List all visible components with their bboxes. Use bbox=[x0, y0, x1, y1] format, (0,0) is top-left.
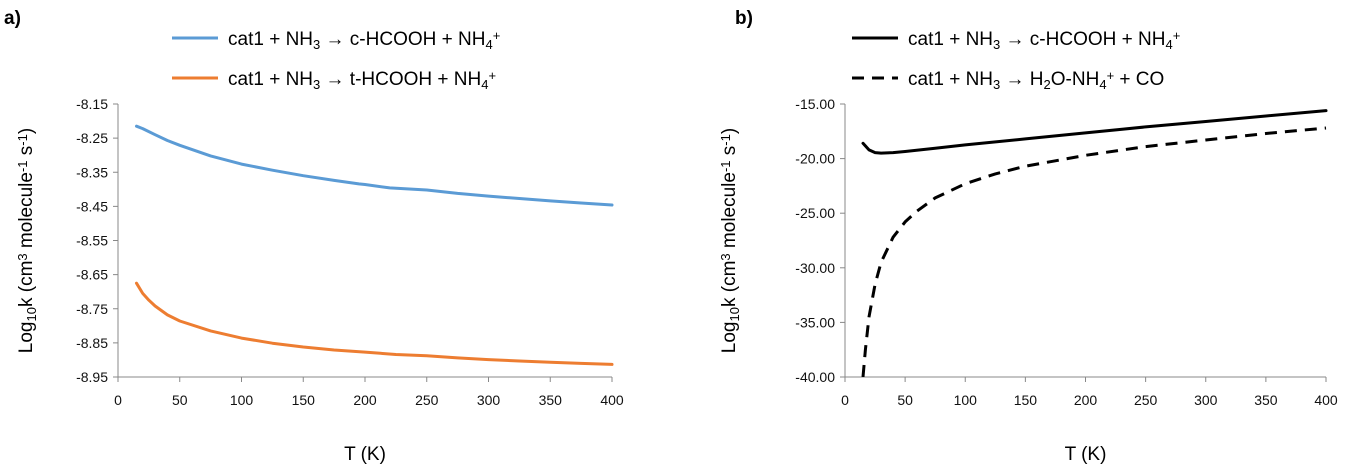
chart-a-ytick-label: -8.55 bbox=[76, 233, 108, 249]
chart-b-legend-0-part-2: → c-HCOOH + NH bbox=[1000, 29, 1165, 50]
chart-b-legend-1-part-8: + CO bbox=[1114, 69, 1164, 90]
chart-b-legend-1-part-2: → H bbox=[1000, 69, 1043, 90]
chart-b-y-axis-title: Log10k (cm3 molecule-1 s-1) bbox=[718, 128, 742, 353]
chart-b-legend-0-part-1: 3 bbox=[993, 37, 1000, 52]
chart-b-legend-1-part-0: cat1 + NH bbox=[908, 69, 993, 90]
chart-b-xtick-label: 100 bbox=[954, 392, 978, 408]
chart-b-ytick-label: -25.00 bbox=[795, 205, 835, 221]
chart-b-xtick-label: 150 bbox=[1014, 392, 1038, 408]
chart-b-legend-1-part-7: + bbox=[1107, 68, 1115, 83]
chart-b-legend-0-part-4: + bbox=[1173, 28, 1181, 43]
chart-b-xtick-label: 200 bbox=[1074, 392, 1098, 408]
chart-a-series-0-line bbox=[135, 124, 614, 207]
chart-b-ylabel-part-6: s bbox=[719, 146, 740, 161]
chart-a-y-axis-title: Log10k (cm3 molecule-1 s-1) bbox=[15, 128, 39, 353]
chart-a-panel-label: a) bbox=[4, 8, 21, 29]
chart-a-xtick-label: 50 bbox=[172, 392, 188, 408]
chart-a-xtick-label: 150 bbox=[292, 392, 316, 408]
chart-a-ytick-label: -8.25 bbox=[76, 130, 108, 146]
chart-a-xtick-label: 250 bbox=[415, 392, 439, 408]
chart-a-series-1-line bbox=[135, 281, 614, 366]
chart-a-xtick-label: 300 bbox=[477, 392, 501, 408]
chart-b-legend-0-part-0: cat1 + NH bbox=[908, 29, 993, 50]
chart-b-ylabel-part-8: ) bbox=[719, 128, 740, 134]
chart-b-ytick-label: -40.00 bbox=[795, 369, 835, 385]
chart-b-legend-1-part-1: 3 bbox=[993, 77, 1000, 92]
chart-a-legend-0-label: cat1 + NH3 → c-HCOOH + NH4+ bbox=[228, 28, 500, 52]
chart-b-ylabel-part-7: -1 bbox=[718, 134, 733, 146]
chart-b-legend-0-label: cat1 + NH3 → c-HCOOH + NH4+ bbox=[908, 28, 1180, 52]
chart-b-xtick-label: 350 bbox=[1254, 392, 1278, 408]
chart-a-legend-1-part-2: → t-HCOOH + NH bbox=[320, 69, 481, 90]
chart-b-legend-0-part-3: 4 bbox=[1165, 37, 1172, 52]
chart-a-ytick-label: -8.65 bbox=[76, 267, 108, 283]
chart-a-ylabel-part-8: ) bbox=[16, 128, 37, 134]
chart-a-xtick-label: 100 bbox=[230, 392, 254, 408]
chart-a-xtick-label: 400 bbox=[600, 392, 624, 408]
chart-b-xtick-label: 400 bbox=[1314, 392, 1338, 408]
chart-a-legend-1-part-3: 4 bbox=[481, 77, 488, 92]
chart-b: b) -15.00 -20.00 -25.00 -30.00 -35.00 -40.00 0 5… bbox=[718, 8, 1338, 465]
chart-b-ylabel-part-0: Log bbox=[719, 322, 740, 354]
chart-a-ytick-label: -8.35 bbox=[76, 164, 108, 180]
chart-b-xtick-label: 300 bbox=[1194, 392, 1218, 408]
chart-a-ylabel-part-5: -1 bbox=[15, 160, 30, 172]
chart-b-series-1-line bbox=[861, 126, 1327, 377]
chart-a-xtick-label: 350 bbox=[539, 392, 563, 408]
chart-a-legend-0-part-3: 4 bbox=[485, 37, 492, 52]
chart-a-ylabel-part-6: s bbox=[16, 146, 37, 161]
chart-b-ytick-label: -15.00 bbox=[795, 96, 835, 112]
chart-b-ylabel-part-1: 10 bbox=[727, 307, 742, 321]
chart-a-ytick-label: -8.85 bbox=[76, 335, 108, 351]
chart-a-legend-0-part-1: 3 bbox=[313, 37, 320, 52]
chart-b-legend-1-label: cat1 + NH3 → H2O-NH4+ + CO bbox=[908, 68, 1164, 92]
chart-b-ytick-label: -20.00 bbox=[795, 151, 835, 167]
chart-a-ytick-label: -8.45 bbox=[76, 198, 108, 214]
chart-b-legend-1-part-6: 4 bbox=[1099, 77, 1106, 92]
chart-a-ytick-label: -8.75 bbox=[76, 301, 108, 317]
chart-a-ylabel-part-1: 10 bbox=[24, 307, 39, 321]
chart-a-ylabel-part-3: 3 bbox=[15, 253, 30, 260]
chart-b-xtick-label: 250 bbox=[1134, 392, 1158, 408]
chart-a-legend-1-part-0: cat1 + NH bbox=[228, 69, 313, 90]
chart-b-series-0-line bbox=[861, 109, 1328, 155]
chart-a-xtick-label: 200 bbox=[353, 392, 377, 408]
chart-a-legend-0-part-4: + bbox=[493, 28, 501, 43]
chart-a-xtick-label: 0 bbox=[114, 392, 122, 408]
chart-a-legend-0-part-0: cat1 + NH bbox=[228, 29, 313, 50]
chart-a-legend-1-part-1: 3 bbox=[313, 77, 320, 92]
chart-b-ytick-label: -30.00 bbox=[795, 260, 835, 276]
chart-b-ylabel-part-2: k (cm bbox=[719, 261, 740, 307]
chart-b-ylabel-part-4: molecule bbox=[719, 172, 740, 253]
chart-a-ylabel-part-0: Log bbox=[16, 322, 37, 354]
chart-b-ylabel-part-3: 3 bbox=[718, 253, 733, 260]
chart-b-xtick-label: 50 bbox=[897, 392, 913, 408]
chart-b-legend-1-part-3: 2 bbox=[1044, 77, 1051, 92]
chart-a-ylabel-part-7: -1 bbox=[15, 134, 30, 146]
chart-a-legend-1-part-4: + bbox=[488, 68, 496, 83]
chart-a-legend-0-part-2: → c-HCOOH + NH bbox=[320, 29, 485, 50]
chart-b-ylabel-part-5: -1 bbox=[718, 160, 733, 172]
chart-a-ytick-label: -8.95 bbox=[76, 369, 108, 385]
chart-b-panel-label: b) bbox=[735, 8, 753, 29]
chart-a-x-axis-title: T (K) bbox=[344, 444, 386, 465]
chart-a-ylabel-part-2: k (cm bbox=[16, 261, 37, 307]
chart-a-ytick-label: -8.15 bbox=[76, 96, 108, 112]
chart-b-x-axis-title: T (K) bbox=[1065, 444, 1107, 465]
chart-a-legend-1-label: cat1 + NH3 → t-HCOOH + NH4+ bbox=[228, 68, 496, 92]
chart-b-ytick-label: -35.00 bbox=[795, 314, 835, 330]
chart-a-ylabel-part-4: molecule bbox=[16, 172, 37, 253]
chart-b-xtick-label: 0 bbox=[841, 392, 849, 408]
chart-a: a) -8.15 -8.25 -8.35 -8.45 -8.55 -8.65 -8.75 -8.… bbox=[4, 8, 624, 465]
chart-b-legend-1-part-5: O-NH bbox=[1051, 69, 1100, 90]
